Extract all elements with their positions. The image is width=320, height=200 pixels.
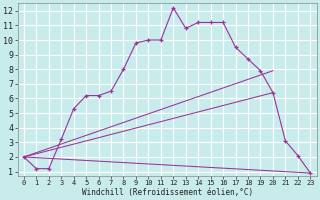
X-axis label: Windchill (Refroidissement éolien,°C): Windchill (Refroidissement éolien,°C) (82, 188, 253, 197)
